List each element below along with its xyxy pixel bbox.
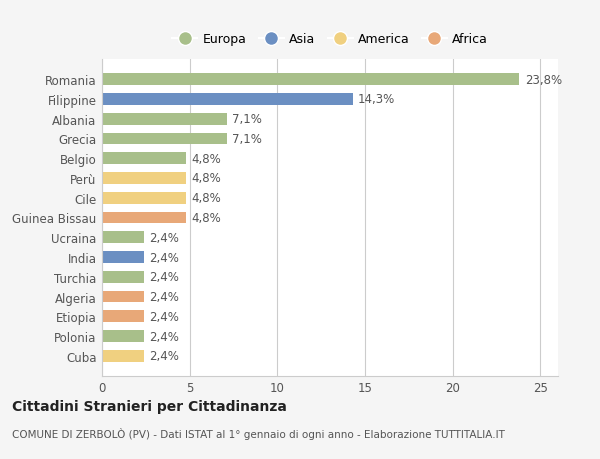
Text: 7,1%: 7,1%: [232, 133, 262, 146]
Text: 4,8%: 4,8%: [191, 152, 221, 165]
Text: 2,4%: 2,4%: [149, 271, 179, 284]
Bar: [102, 133, 227, 145]
Text: COMUNE DI ZERBOLÒ (PV) - Dati ISTAT al 1° gennaio di ogni anno - Elaborazione TU: COMUNE DI ZERBOLÒ (PV) - Dati ISTAT al 1…: [12, 427, 505, 439]
Bar: [102, 94, 353, 106]
Text: Cittadini Stranieri per Cittadinanza: Cittadini Stranieri per Cittadinanza: [12, 399, 287, 413]
Bar: [102, 74, 520, 86]
Text: 23,8%: 23,8%: [524, 73, 562, 86]
Text: 4,8%: 4,8%: [191, 212, 221, 224]
Text: 7,1%: 7,1%: [232, 113, 262, 126]
Bar: [102, 173, 186, 185]
Bar: [102, 153, 186, 165]
Bar: [102, 330, 144, 342]
Text: 2,4%: 2,4%: [149, 310, 179, 323]
Bar: [102, 291, 144, 303]
Bar: [102, 212, 186, 224]
Bar: [102, 271, 144, 283]
Bar: [102, 311, 144, 323]
Legend: Europa, Asia, America, Africa: Europa, Asia, America, Africa: [167, 28, 493, 51]
Text: 4,8%: 4,8%: [191, 172, 221, 185]
Text: 2,4%: 2,4%: [149, 251, 179, 264]
Text: 2,4%: 2,4%: [149, 330, 179, 343]
Text: 2,4%: 2,4%: [149, 231, 179, 244]
Bar: [102, 232, 144, 244]
Bar: [102, 350, 144, 362]
Text: 4,8%: 4,8%: [191, 192, 221, 205]
Text: 2,4%: 2,4%: [149, 350, 179, 363]
Text: 2,4%: 2,4%: [149, 291, 179, 303]
Bar: [102, 113, 227, 125]
Bar: [102, 252, 144, 263]
Bar: [102, 192, 186, 204]
Text: 14,3%: 14,3%: [358, 93, 395, 106]
